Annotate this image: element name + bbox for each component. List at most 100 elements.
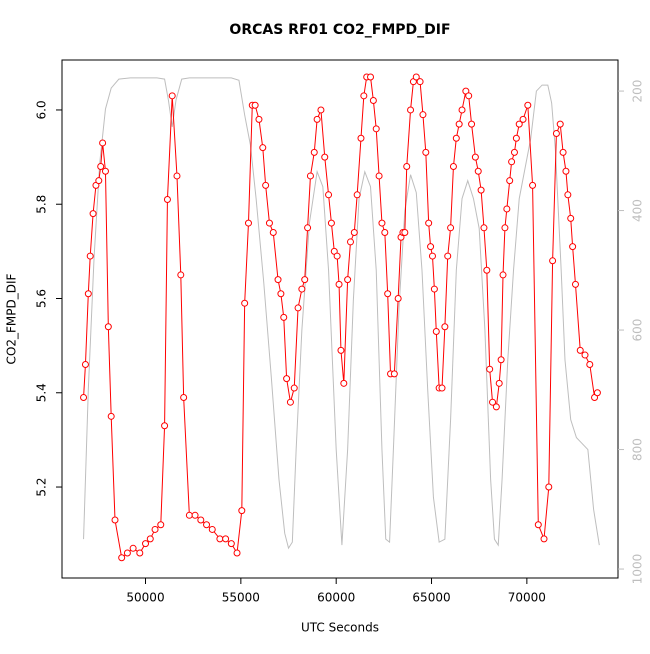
data-point xyxy=(274,276,282,284)
data-point xyxy=(458,106,466,114)
data-point xyxy=(177,271,185,279)
data-point xyxy=(576,346,584,354)
data-point xyxy=(529,181,537,189)
data-point xyxy=(569,243,577,251)
data-point xyxy=(151,525,159,533)
data-point xyxy=(394,294,402,302)
y2-tick-label: 1000 xyxy=(631,554,645,585)
x-tick-label: 70000 xyxy=(508,591,546,605)
data-point xyxy=(477,186,485,194)
data-point xyxy=(427,243,435,251)
data-point xyxy=(173,172,181,180)
data-point xyxy=(455,120,463,128)
data-point xyxy=(571,280,579,288)
data-point xyxy=(157,521,165,529)
x-tick-label: 50000 xyxy=(126,591,164,605)
data-point xyxy=(567,214,575,222)
data-point xyxy=(118,554,126,562)
data-point xyxy=(265,219,273,227)
data-point xyxy=(452,134,460,142)
x-axis-label: UTC Seconds xyxy=(301,621,379,635)
data-point xyxy=(403,163,411,171)
data-point xyxy=(407,106,415,114)
data-point xyxy=(468,120,476,128)
data-point xyxy=(129,544,137,552)
data-point xyxy=(84,290,92,298)
data-point xyxy=(104,323,112,331)
data-point xyxy=(286,398,294,406)
data-point xyxy=(197,516,205,524)
data-point xyxy=(519,115,527,123)
data-point xyxy=(283,375,291,383)
data-point xyxy=(495,379,503,387)
plot-frame xyxy=(61,59,619,579)
data-point xyxy=(512,134,520,142)
data-point xyxy=(390,370,398,378)
data-point xyxy=(259,144,267,152)
data-point xyxy=(123,549,131,557)
data-point xyxy=(447,224,455,232)
data-point xyxy=(499,271,507,279)
y2-tick-label: 600 xyxy=(631,319,645,342)
data-point xyxy=(185,511,193,519)
data-point xyxy=(534,521,542,529)
data-point xyxy=(545,483,553,491)
data-point xyxy=(593,389,601,397)
data-point xyxy=(412,73,420,81)
chart-title: ORCAS RF01 CO2_FMPD_DIF xyxy=(229,22,450,38)
data-point xyxy=(375,172,383,180)
y-tick-label: 5.8 xyxy=(35,195,49,214)
data-point xyxy=(515,120,523,128)
y-tick-label: 5.4 xyxy=(35,383,49,402)
data-point xyxy=(203,521,211,529)
data-point xyxy=(372,125,380,133)
data-point xyxy=(333,252,341,260)
data-point xyxy=(244,219,252,227)
data-point xyxy=(251,101,259,109)
data-point xyxy=(369,97,377,105)
data-point xyxy=(540,535,548,543)
data-point xyxy=(508,158,516,166)
x-tick-label: 60000 xyxy=(317,591,355,605)
data-point xyxy=(340,379,348,387)
data-point xyxy=(180,393,188,401)
data-point xyxy=(107,412,115,420)
data-point xyxy=(549,257,557,265)
data-point xyxy=(335,280,343,288)
y-tick-label: 5.2 xyxy=(35,477,49,496)
data-point xyxy=(280,313,288,321)
data-point xyxy=(510,148,518,156)
data-point xyxy=(441,323,449,331)
data-point xyxy=(492,403,500,411)
data-point xyxy=(111,516,119,524)
data-point xyxy=(425,219,433,227)
data-point xyxy=(222,535,230,543)
data-point xyxy=(290,384,298,392)
data-point xyxy=(367,73,375,81)
data-point xyxy=(489,398,497,406)
data-point xyxy=(313,115,321,123)
data-point xyxy=(238,507,246,515)
data-point xyxy=(350,229,358,237)
data-point xyxy=(168,92,176,100)
data-point xyxy=(298,285,306,293)
data-point xyxy=(306,172,314,180)
data-point xyxy=(564,191,572,199)
data-point xyxy=(497,356,505,364)
data-point xyxy=(486,365,494,373)
data-point xyxy=(142,540,150,548)
data-point xyxy=(233,549,241,557)
y2-tick-label: 400 xyxy=(631,199,645,222)
data-point xyxy=(384,290,392,298)
y2-tick-label: 800 xyxy=(631,438,645,461)
y-axis-label: CO2_FMPD_DIF xyxy=(5,273,19,364)
data-point xyxy=(277,290,285,298)
data-point xyxy=(101,167,109,175)
y-tick-label: 6.0 xyxy=(35,100,49,119)
data-point xyxy=(438,384,446,392)
data-point xyxy=(269,229,277,237)
data-point xyxy=(556,120,564,128)
data-point xyxy=(346,238,354,246)
data-point xyxy=(381,229,389,237)
